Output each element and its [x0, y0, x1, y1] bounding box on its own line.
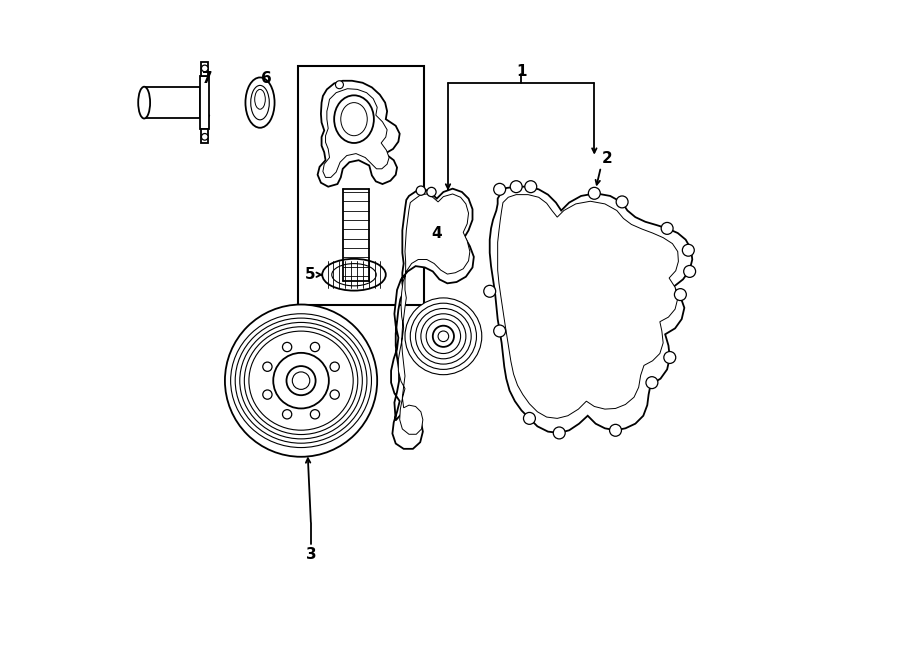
Circle shape [286, 366, 316, 395]
Circle shape [410, 303, 476, 369]
Circle shape [684, 265, 696, 277]
Ellipse shape [322, 259, 386, 291]
Circle shape [609, 424, 622, 436]
Circle shape [510, 181, 522, 193]
Circle shape [589, 187, 600, 199]
Ellipse shape [332, 263, 376, 286]
Ellipse shape [251, 85, 269, 120]
Circle shape [616, 196, 628, 208]
Text: 2: 2 [602, 152, 613, 166]
Polygon shape [201, 62, 209, 76]
Circle shape [292, 372, 310, 389]
Circle shape [664, 352, 676, 363]
Circle shape [202, 65, 208, 71]
Circle shape [646, 377, 658, 389]
Polygon shape [323, 89, 389, 177]
Circle shape [263, 390, 272, 399]
Circle shape [225, 305, 377, 457]
Circle shape [416, 308, 472, 364]
Circle shape [438, 331, 449, 342]
Polygon shape [498, 195, 679, 418]
Circle shape [494, 183, 506, 195]
Circle shape [263, 362, 272, 371]
Polygon shape [318, 81, 400, 187]
Circle shape [202, 134, 208, 140]
Ellipse shape [244, 327, 358, 434]
Text: 1: 1 [517, 64, 526, 79]
Polygon shape [201, 129, 209, 144]
Circle shape [427, 187, 436, 197]
Circle shape [682, 244, 694, 256]
Circle shape [674, 289, 687, 301]
Polygon shape [298, 66, 424, 305]
Text: 6: 6 [261, 71, 271, 85]
Circle shape [554, 427, 565, 439]
Ellipse shape [235, 318, 367, 444]
Circle shape [405, 298, 482, 375]
Ellipse shape [255, 89, 266, 109]
Ellipse shape [341, 103, 367, 136]
Circle shape [525, 181, 536, 193]
Circle shape [433, 326, 454, 347]
Circle shape [416, 186, 426, 195]
Text: 3: 3 [306, 547, 316, 562]
Circle shape [330, 390, 339, 399]
Polygon shape [490, 187, 692, 433]
Text: 5: 5 [304, 267, 315, 282]
Circle shape [330, 362, 339, 371]
Circle shape [310, 342, 320, 352]
Ellipse shape [139, 87, 150, 118]
Circle shape [310, 410, 320, 419]
Ellipse shape [239, 322, 363, 439]
Circle shape [494, 325, 506, 337]
Circle shape [283, 410, 292, 419]
Ellipse shape [249, 331, 353, 430]
Ellipse shape [334, 95, 373, 143]
Circle shape [662, 222, 673, 234]
Circle shape [427, 319, 461, 354]
Circle shape [336, 81, 344, 89]
Ellipse shape [246, 77, 274, 128]
Circle shape [524, 412, 536, 424]
Ellipse shape [230, 314, 372, 448]
Text: 7: 7 [202, 71, 212, 85]
Polygon shape [392, 189, 473, 449]
Circle shape [283, 342, 292, 352]
Circle shape [274, 353, 328, 408]
Polygon shape [201, 76, 209, 129]
Circle shape [421, 314, 466, 359]
Polygon shape [399, 194, 470, 434]
Circle shape [484, 285, 496, 297]
Polygon shape [144, 87, 201, 118]
Text: 4: 4 [431, 226, 442, 240]
